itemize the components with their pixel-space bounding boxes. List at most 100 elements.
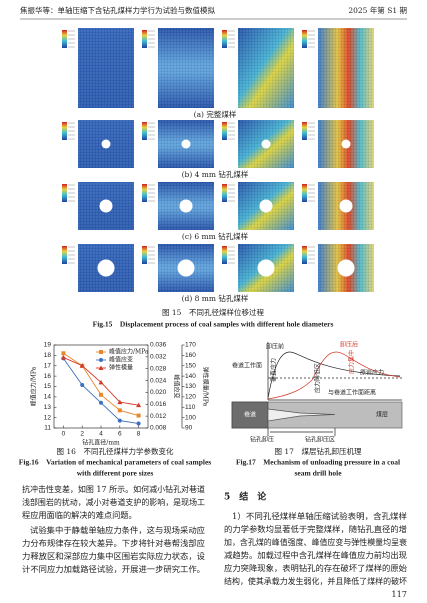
texture (318, 28, 374, 108)
y2-tick-label: 0.032 (150, 354, 167, 361)
hole (337, 259, 355, 277)
fig17-caption: 图 17 煤层钻孔卸压机理 (275, 446, 362, 456)
colorbar (222, 184, 227, 202)
colorbar (142, 30, 147, 48)
fig15-caption-en: Fig.15 Displacement process of coal samp… (93, 320, 334, 329)
x-tick-label: 0 (62, 431, 66, 438)
marker (99, 350, 103, 354)
y-tick-label: 16 (44, 373, 52, 380)
colorbar (302, 246, 307, 264)
panel-caption: (b) 4 mm 钻孔煤样 (182, 169, 249, 179)
marker (136, 402, 142, 408)
marker (99, 392, 103, 397)
marker (60, 354, 66, 360)
marker (80, 383, 85, 388)
roadway (231, 401, 269, 429)
x-axis-title: 钻孔直径/mm (82, 439, 120, 447)
body-line: 力释放区和深部应力集中区围岩实际应力状态，设 (22, 551, 205, 561)
issue: 2025 年第 S1 期 (348, 5, 407, 15)
x-tick-label: 6 (118, 431, 122, 438)
drill-hole (267, 408, 336, 422)
y-tick-label: 18 (44, 352, 52, 359)
marker (136, 413, 141, 418)
x-tick-label: 8 (137, 431, 141, 438)
y3-tick-label: 110 (185, 404, 196, 411)
legend-label: 峰值应变 (109, 356, 133, 364)
colorbar (302, 184, 307, 202)
diagram-label: 与巷道工作面距离 (328, 389, 376, 397)
diagram-label: 钻孔卸压 (250, 436, 274, 444)
texture (158, 28, 214, 108)
y2-tick-label: 0.012 (150, 413, 167, 420)
y3-tick-label: 130 (185, 383, 196, 390)
texture (78, 28, 134, 108)
panel-caption: (a) 完整煤样 (194, 109, 237, 119)
fig16-caption-en: with different pore sizes (77, 469, 154, 478)
marker (99, 400, 103, 405)
colorbar (302, 30, 307, 48)
y3-tick-label: 160 (185, 352, 196, 359)
y2-tick-label: 0.028 (150, 365, 167, 372)
body-line: 减趋势。加载过程中含孔煤样在峰值应力前均出现 (224, 550, 407, 560)
diagram-label: 巷道工作面 (232, 362, 262, 370)
body-line: 1）不同孔径煤样单轴压缩试验表明，含孔煤样 (232, 511, 407, 521)
y-tick-label: 12 (44, 414, 52, 421)
body-line: 程应用面临的解决的难点问题。 (22, 510, 137, 520)
x-tick-label: 2 (80, 431, 84, 438)
y2-tick-label: 0.036 (150, 342, 167, 349)
colorbar (62, 122, 67, 140)
panel-caption: (c) 6 mm 钻孔煤样 (182, 231, 249, 241)
running-head: 焦振华等：单轴压缩下含钻孔煤样力学行为试验与数值模拟 (20, 5, 215, 15)
diagram-label: 巷道 (244, 411, 256, 419)
diagram-label: 垂直应力 (270, 358, 278, 382)
colorbar (62, 246, 67, 264)
marker (99, 358, 103, 362)
plot-frame (53, 344, 149, 429)
section-title: 5 结 论 (224, 491, 267, 503)
colorbar (142, 184, 147, 202)
y3-tick-label: 100 (185, 414, 196, 421)
diagram-label: 卸压后 (340, 341, 358, 349)
y3-tick-label: 170 (185, 342, 196, 349)
y2-tick-label: 0.008 (150, 425, 167, 432)
colorbar (222, 122, 227, 140)
y3-axis-title: 弹性模量/MPa (202, 367, 210, 407)
marker (61, 351, 66, 356)
diagram-label: 卸压前 (266, 343, 284, 351)
marker (136, 421, 141, 426)
diagram-label: 煤层 (376, 411, 388, 419)
y-axis-title: 峰值应力/MPa (30, 366, 38, 406)
y-tick-label: 11 (44, 425, 51, 432)
colorbar (62, 30, 67, 48)
body-line: 浅部围岩的扰动，减小对巷道支护的影响，是现场工 (22, 497, 205, 507)
colorbar (62, 184, 67, 202)
hole (339, 199, 353, 213)
legend-label: 峰值应力/MPa (109, 348, 149, 356)
hole (101, 139, 111, 149)
y-tick-label: 19 (44, 342, 52, 349)
page-number: 117 (391, 589, 407, 599)
marker (117, 399, 123, 405)
hole (259, 199, 273, 213)
colorbar (142, 246, 147, 264)
marker (98, 365, 104, 370)
body-line: 抗冲击性变差，如图 17 所示。如何减小钻孔对巷道 (22, 484, 205, 494)
curve-before (267, 351, 401, 399)
panel-caption: (d) 8 mm 钻孔煤样 (182, 293, 249, 303)
body-line: 的力学参数均显著低于完整煤样，随钻孔直径的增 (224, 524, 407, 534)
marker (117, 418, 122, 423)
texture (238, 28, 294, 108)
y3-tick-label: 90 (185, 425, 193, 432)
fig17-caption-en: seam drill hole (294, 469, 342, 478)
body-line: 试验集中于静载单轴应力条件，这与现场采动应 (30, 525, 205, 535)
marker (98, 379, 104, 385)
y-tick-label: 13 (44, 404, 52, 411)
body-line: 结构，使其承载力发生弱化，并且降低了煤样的破坏 (224, 576, 407, 586)
hole (261, 139, 271, 149)
y3-tick-label: 140 (185, 373, 196, 380)
hole (97, 259, 115, 277)
curve-after (267, 351, 401, 400)
y-tick-label: 14 (44, 394, 52, 401)
y3-tick-label: 150 (185, 362, 196, 369)
hole (181, 139, 191, 149)
